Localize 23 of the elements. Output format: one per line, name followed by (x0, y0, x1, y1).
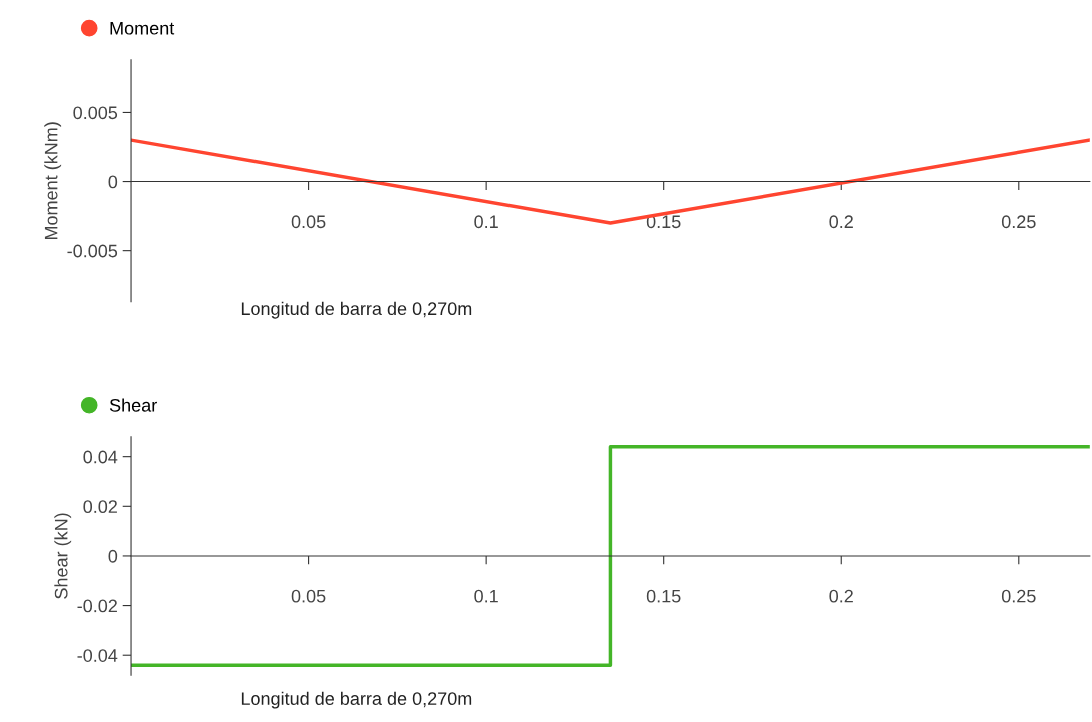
y-tick-label: -0.02 (77, 599, 117, 613)
x-axis-title: Longitud de barra de 0,270m (241, 301, 472, 319)
y-tick-label: 0 (108, 175, 118, 189)
x-tick-label: 0.05 (291, 215, 326, 229)
y-tick-label: -0.005 (67, 244, 118, 258)
y-tick-label: 0.02 (83, 500, 117, 514)
x-tick-label: 0.25 (1001, 215, 1036, 229)
legend-label: Moment (110, 22, 175, 35)
x-tick-label: 0.2 (829, 589, 853, 603)
x-tick-label: 0.25 (1001, 589, 1036, 603)
x-tick-label: 0.15 (646, 589, 681, 603)
x-tick-label: 0.05 (291, 589, 326, 603)
y-tick-label: 0.04 (83, 450, 118, 464)
y-tick-label: -0.04 (77, 649, 118, 662)
y-axis-title: Moment (kNm) (44, 122, 62, 240)
x-tick-label: 0.2 (829, 215, 853, 229)
x-axis-title: Longitud de barra de 0,270m (241, 691, 472, 709)
legend-label: Shear (109, 398, 157, 412)
y-axis-title: Shear (kN) (54, 513, 72, 599)
x-tick-label: 0.1 (474, 589, 498, 603)
y-tick-label: 0 (108, 549, 118, 563)
y-tick-label: 0.005 (73, 106, 118, 120)
x-tick-label: 0.1 (474, 215, 498, 229)
